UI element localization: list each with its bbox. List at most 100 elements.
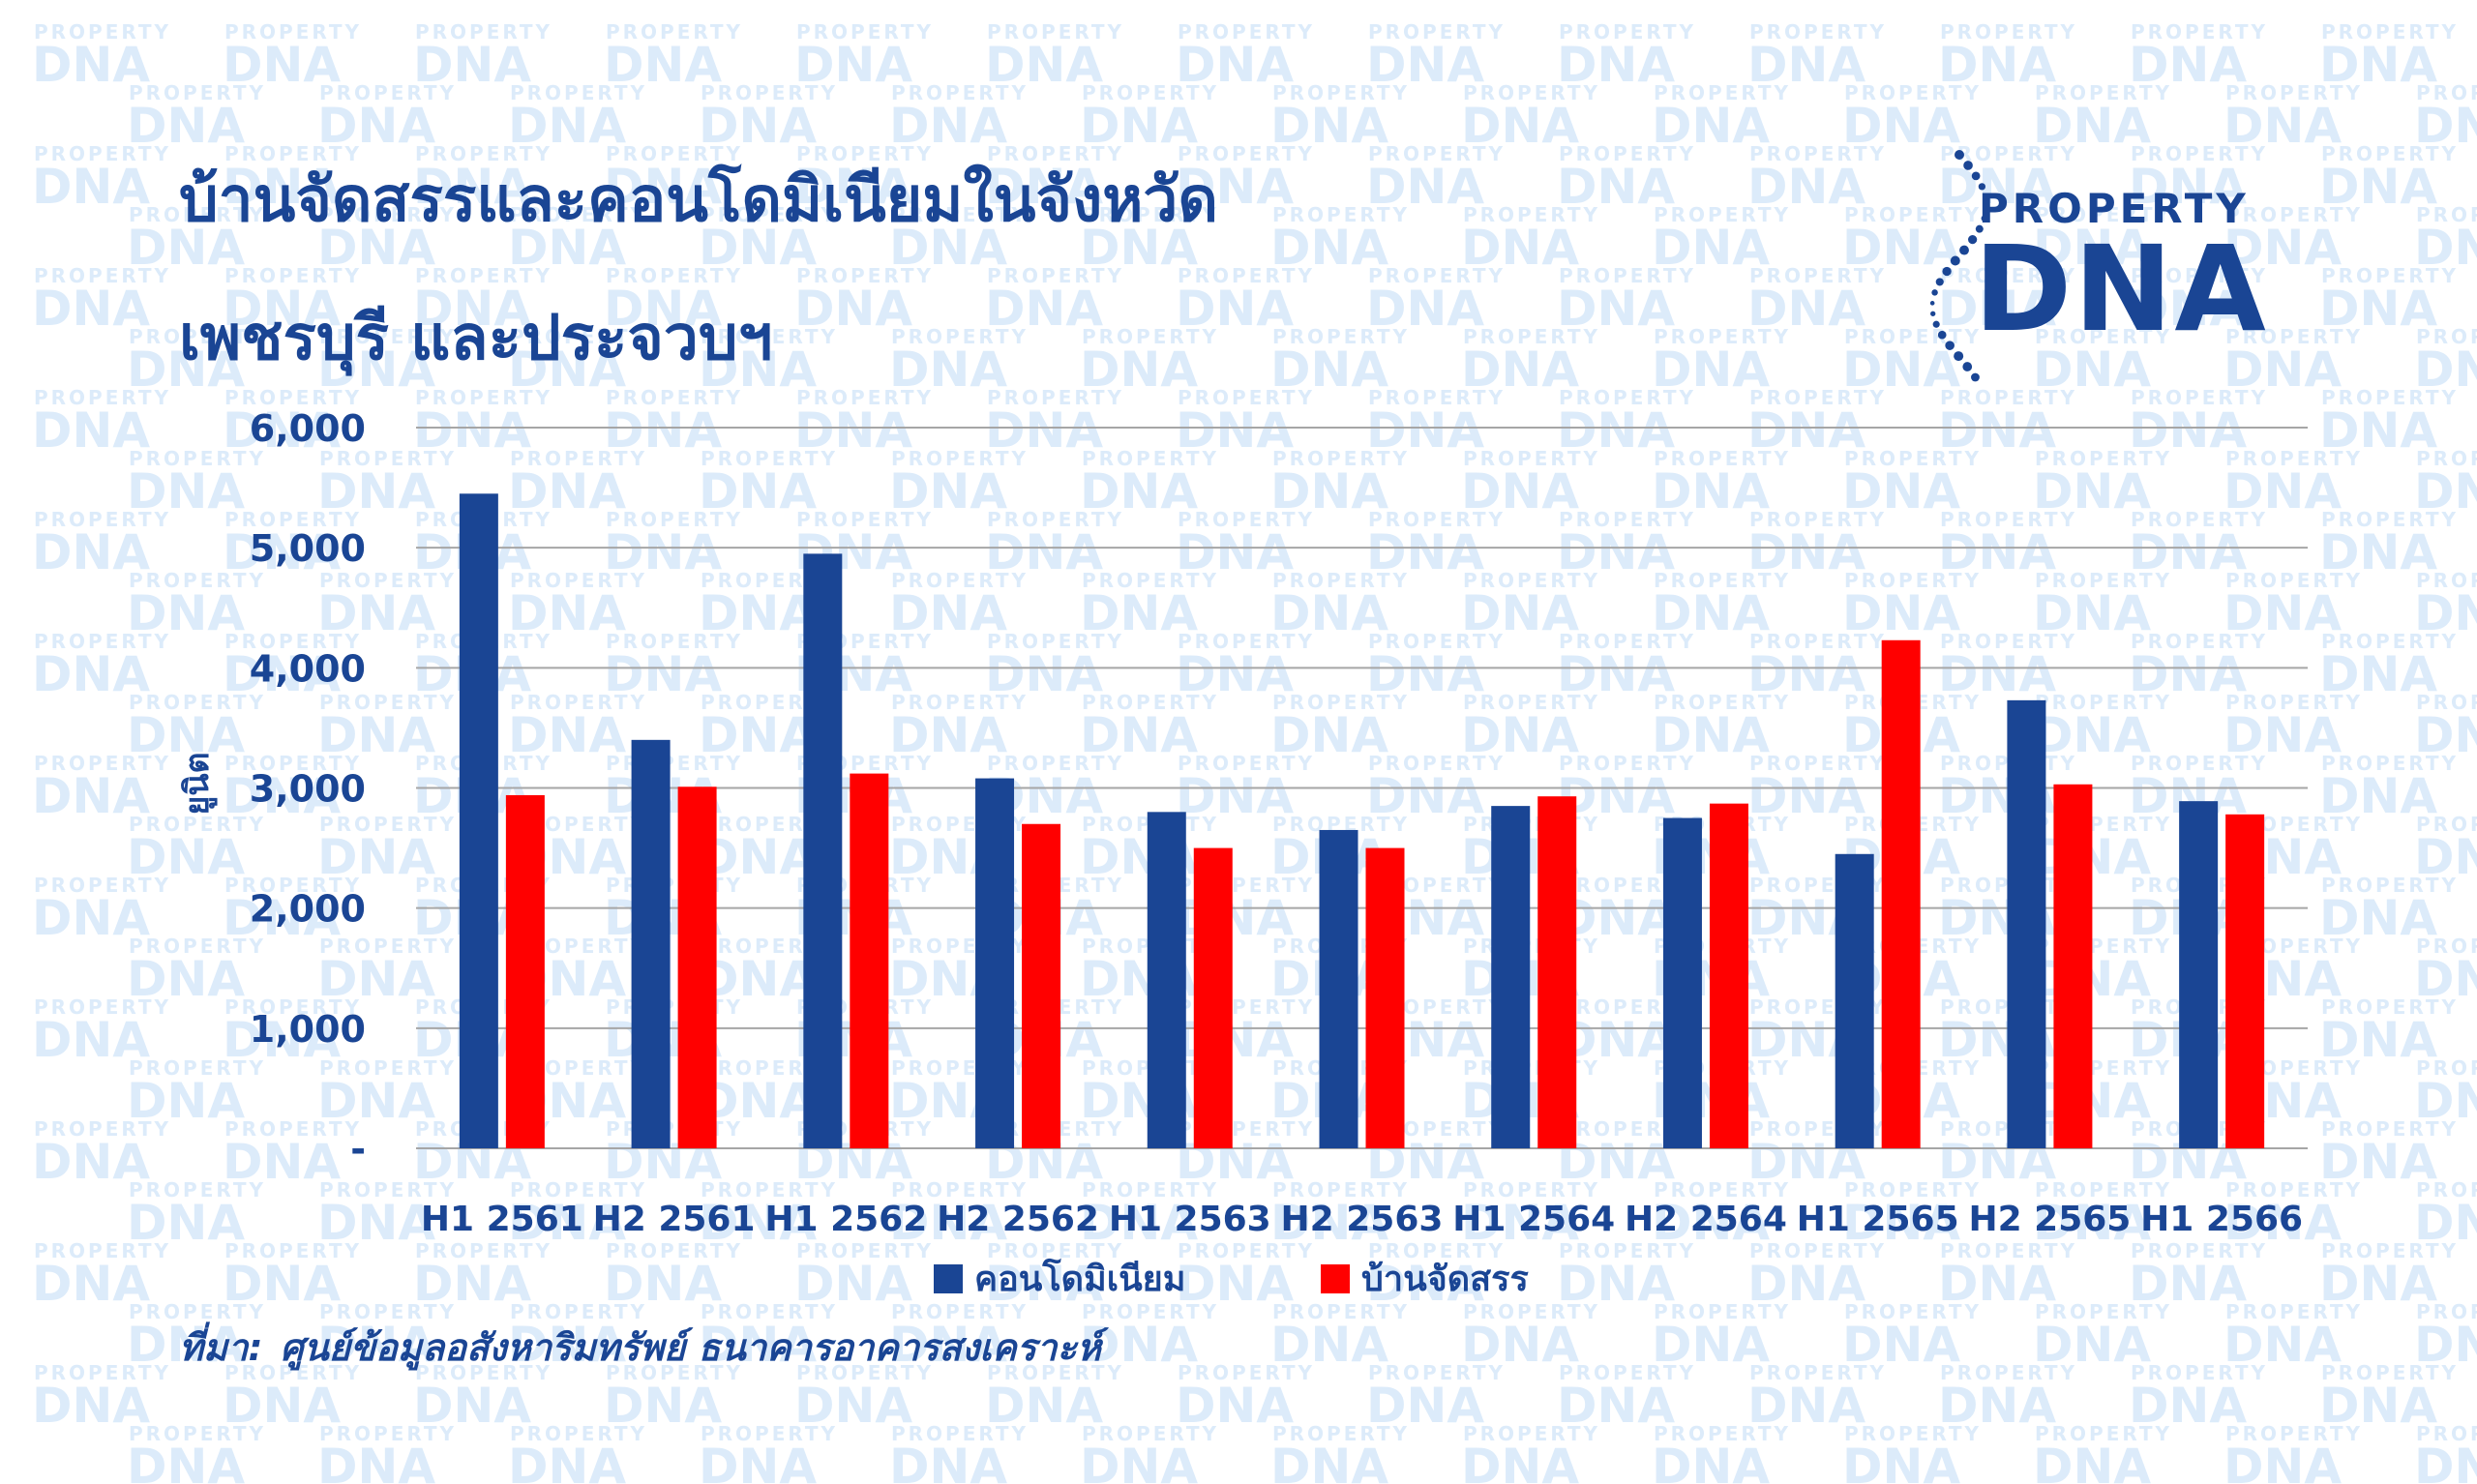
svg-text:PROPERTY: PROPERTY <box>2416 691 2477 714</box>
svg-text:PROPERTY: PROPERTY <box>1559 386 1696 409</box>
svg-text:PROPERTY: PROPERTY <box>987 508 1124 531</box>
svg-text:PROPERTY: PROPERTY <box>1082 569 1219 592</box>
svg-text:DNA: DNA <box>1557 1378 1675 1434</box>
svg-text:DNA: DNA <box>413 1378 531 1434</box>
svg-text:PROPERTY: PROPERTY <box>1559 1361 1696 1384</box>
svg-text:DNA: DNA <box>2223 585 2342 641</box>
svg-text:DNA: DNA <box>1652 341 1770 398</box>
svg-text:DNA: DNA <box>1176 37 1294 93</box>
bar-condo <box>2007 699 2046 1148</box>
svg-text:PROPERTY: PROPERTY <box>1654 1300 1791 1323</box>
svg-text:DNA: DNA <box>1270 707 1388 763</box>
svg-text:PROPERTY: PROPERTY <box>891 569 1029 592</box>
chart-title-line-1: บ้านจัดสรรและคอนโดมิเนียมในจังหวัด <box>179 164 1218 236</box>
bar-house <box>1881 639 1921 1148</box>
svg-text:PROPERTY: PROPERTY <box>1368 508 1506 531</box>
svg-text:PROPERTY: PROPERTY <box>2131 630 2268 653</box>
svg-text:PROPERTY: PROPERTY <box>224 1117 362 1141</box>
svg-text:DNA: DNA <box>508 463 626 519</box>
svg-text:DNA: DNA <box>1366 646 1484 702</box>
svg-text:DNA: DNA <box>1557 768 1675 824</box>
svg-text:PROPERTY: PROPERTY <box>129 81 266 104</box>
helix-dot <box>1935 278 1944 286</box>
svg-text:PROPERTY: PROPERTY <box>1178 752 1315 775</box>
svg-text:PROPERTY: PROPERTY <box>510 447 647 470</box>
svg-text:PROPERTY: PROPERTY <box>2416 81 2477 104</box>
svg-text:PROPERTY: PROPERTY <box>415 1361 552 1384</box>
chart-legend: คอนโดมิเนียม บ้านจัดสรร <box>934 1258 1529 1299</box>
y-axis-label: ยูนิต <box>178 752 218 815</box>
x-tick-label: H1 2563 <box>1109 1200 1271 1239</box>
svg-text:DNA: DNA <box>1080 220 1198 276</box>
svg-text:PROPERTY: PROPERTY <box>224 1239 362 1262</box>
svg-text:DNA: DNA <box>604 37 722 93</box>
svg-text:DNA: DNA <box>1842 1195 1960 1251</box>
svg-text:PROPERTY: PROPERTY <box>1082 1178 1219 1202</box>
x-tick-label: H1 2565 <box>1797 1200 1959 1239</box>
svg-text:DNA: DNA <box>413 159 531 215</box>
legend-item: บ้านจัดสรร <box>1321 1260 1529 1299</box>
svg-text:DNA: DNA <box>1842 585 1960 641</box>
svg-text:PROPERTY: PROPERTY <box>224 20 362 44</box>
x-tick-label: H1 2566 <box>2140 1200 2303 1239</box>
svg-text:PROPERTY: PROPERTY <box>415 142 552 165</box>
svg-text:DNA: DNA <box>985 1256 1103 1312</box>
svg-text:PROPERTY: PROPERTY <box>606 752 743 775</box>
svg-text:PROPERTY: PROPERTY <box>987 1361 1124 1384</box>
svg-text:PROPERTY: PROPERTY <box>34 1239 171 1262</box>
svg-text:PROPERTY: PROPERTY <box>1940 1361 2077 1384</box>
svg-text:DNA: DNA <box>223 1378 341 1434</box>
svg-text:PROPERTY: PROPERTY <box>1844 447 1982 470</box>
svg-text:PROPERTY: PROPERTY <box>2131 264 2268 287</box>
svg-text:PROPERTY: PROPERTY <box>2416 935 2477 958</box>
svg-text:PROPERTY: PROPERTY <box>1844 1422 1982 1445</box>
svg-text:DNA: DNA <box>699 1195 817 1251</box>
svg-text:PROPERTY: PROPERTY <box>2321 752 2459 775</box>
svg-text:DNA: DNA <box>413 1256 531 1312</box>
svg-text:DNA: DNA <box>2414 1439 2477 1484</box>
svg-text:DNA: DNA <box>1366 768 1484 824</box>
svg-text:PROPERTY: PROPERTY <box>2321 630 2459 653</box>
svg-text:DNA: DNA <box>508 585 626 641</box>
svg-text:DNA: DNA <box>1270 220 1388 276</box>
svg-text:DNA: DNA <box>2414 220 2477 276</box>
helix-dot <box>1959 245 1969 255</box>
svg-text:PROPERTY: PROPERTY <box>796 1239 934 1262</box>
svg-text:DNA: DNA <box>2414 1073 2477 1129</box>
svg-text:DNA: DNA <box>1557 281 1675 337</box>
